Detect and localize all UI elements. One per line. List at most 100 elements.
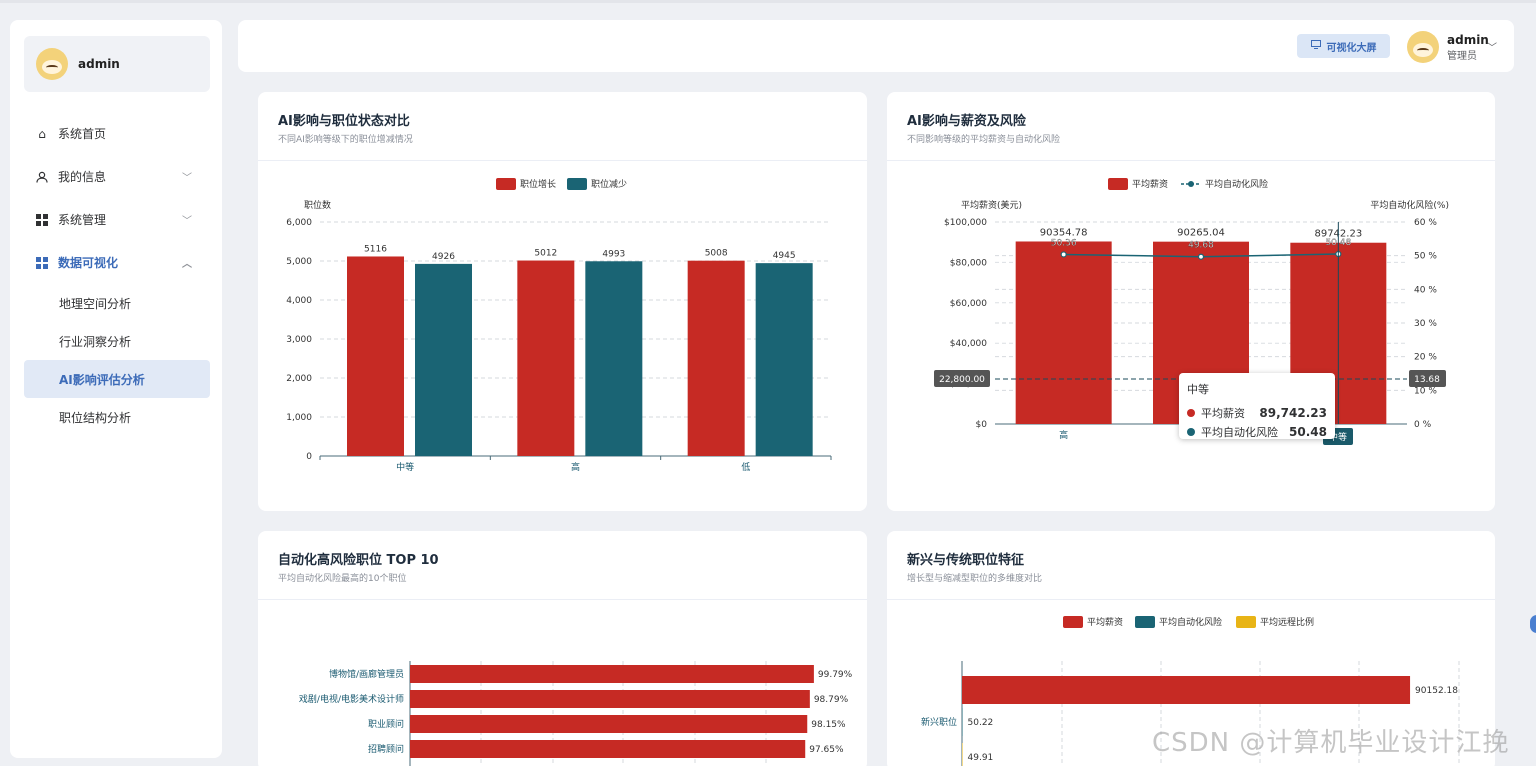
y-tick-label: 戏剧/电视/电影美术设计师 [299,693,404,705]
legend-label: 平均薪资 [1132,178,1168,190]
bar [415,263,472,456]
y-tick-label-right: 10 % [1414,386,1437,396]
y-tick-label: 4,000 [286,296,312,306]
y-tick-label: 博物馆/画廊管理员 [329,668,404,680]
tooltip-value: 50.48 [1289,424,1327,439]
top-header: 可视化大屏 admin 管理员 ﹀ [238,20,1514,72]
data-label: 4945 [773,251,796,261]
chart-tooltip: 中等 平均薪资 89,742.23 平均自动化风险 50.48 [1179,373,1335,439]
y-tick-label-right: 0 % [1414,420,1432,430]
data-label: 4993 [602,249,625,259]
x-tick-label: 低 [741,461,750,473]
chart-card-top10-risk: 自动化高风险职位 TOP 10 平均自动化风险最高的10个职位 博物馆/画廊管理… [258,531,867,766]
y-tick-label: 招聘顾问 [368,743,404,755]
bigscreen-button[interactable]: 可视化大屏 [1297,34,1390,58]
data-label: 5012 [534,249,557,259]
axis-pointer-label: 22,800.00 [939,375,985,385]
sidebar-item-label: 我的信息 [58,170,107,184]
legend-swatch [567,178,587,190]
bar [687,260,745,456]
legend-swatch [1135,616,1155,628]
sidebar-item-label: 系统管理 [58,213,107,227]
sidebar-subitem-geo[interactable]: 地理空间分析 [59,296,132,311]
bar [410,740,806,758]
bar [410,690,810,708]
data-label: 97.65% [809,745,844,755]
data-label: 98.15% [811,720,846,730]
y-tick-label: 3,000 [286,335,312,345]
tooltip-series-name: 平均薪资 [1201,406,1245,420]
float-button[interactable] [1530,615,1536,633]
legend-swatch [496,178,516,190]
y-tick-label: 2,000 [286,374,312,384]
bar [962,676,1411,704]
grid-icon [36,256,48,269]
bar [962,743,963,766]
sidebar-menu: ⌂ 系统首页 我的信息 ﹀ 系统管理 ﹀ 数据可视化 ︿ 地理空间分析 行业洞察… [24,112,210,436]
sidebar-user-card[interactable]: admin [24,36,210,92]
sidebar-item-label: 数据可视化 [58,256,119,270]
line-label: 49.68 [1188,241,1214,251]
y-axis-title-right: 平均自动化风险(%) [1370,199,1449,211]
y-axis-title: 职位数 [304,199,331,211]
chevron-down-icon[interactable]: ﹀ [1487,43,1497,54]
y-tick-label: $100,000 [944,218,987,228]
bigscreen-label: 可视化大屏 [1326,42,1377,54]
data-label: 5116 [364,244,387,254]
data-label: 50.22 [968,718,994,728]
y-tick-label-right: 50 % [1414,252,1437,262]
avatar[interactable] [1407,31,1439,63]
chevron-down-icon: ﹀ [182,173,192,184]
y-tick-label-right: 30 % [1414,319,1437,329]
sidebar: admin ⌂ 系统首页 我的信息 ﹀ 系统管理 ﹀ 数据可视化 ︿ [10,20,222,758]
legend-label: 平均自动化风险 [1159,616,1222,628]
user-icon [36,171,48,183]
tooltip-title: 中等 [1187,383,1209,396]
bar [517,260,575,456]
y-tick-label-right: 40 % [1414,285,1437,295]
chevron-up-icon: ︿ [182,259,192,270]
data-label: 49.91 [968,753,994,763]
sidebar-item-label: 系统首页 [58,127,107,141]
data-label: 90354.78 [1040,227,1088,238]
tooltip-value: 89,742.23 [1259,405,1327,420]
tooltip-row: 平均自动化风险 50.48 [1187,422,1327,441]
header-username: admin [1447,33,1489,47]
monitor-icon [1310,40,1321,52]
tooltip-series-name: 平均自动化风险 [1201,425,1278,439]
series-dot [1187,408,1195,417]
legend-label: 平均薪资 [1087,616,1123,628]
legend-label: 职位增长 [520,178,556,190]
sidebar-item-system[interactable]: 系统管理 ﹀ [24,198,210,241]
sidebar-item-home[interactable]: ⌂ 系统首页 [24,112,210,155]
legend-swatch [1108,178,1128,190]
home-icon: ⌂ [38,126,46,141]
divider [258,160,867,161]
line-label: 50.36 [1051,238,1077,248]
hbar-chart-emerging: 平均薪资 平均自动化风险 平均远程比例 90152.18 50.22 49.91 新兴职位 [921,616,1460,766]
hbar-chart-top10: 博物馆/画廊管理员 99.79% 戏剧/电视/电影美术设计师 98.79% 职业顾问 98… [299,661,853,766]
sidebar-subitem-ai-impact[interactable]: AI影响评估分析 [24,360,210,398]
legend-label: 平均远程比例 [1260,616,1314,628]
sidebar-username: admin [78,57,120,71]
data-label: 4926 [432,252,455,262]
y-tick-label: 职业顾问 [368,718,404,730]
y-tick-label: 1,000 [286,413,312,423]
chevron-down-icon: ﹀ [182,216,192,227]
card-title: 自动化高风险职位 TOP 10 [278,553,439,568]
line-point [1060,251,1067,258]
chart-card-emerging-traditional: 新兴与传统职位特征 增长型与缩减型职位的多维度对比 平均薪资 平均自动化风险 平均远… [887,531,1495,766]
chart-card-salary-risk: AI影响与薪资及风险 不同影响等级的平均薪资与自动化风险 平均薪资 平均自动化风险… [887,92,1495,511]
sidebar-subitem-industry[interactable]: 行业洞察分析 [59,334,132,349]
sidebar-item-data-viz[interactable]: 数据可视化 ︿ [24,241,210,284]
y-tick-label: 6,000 [286,218,312,228]
y-tick-label: $40,000 [950,339,987,349]
bar [962,708,963,736]
sidebar-item-my-info[interactable]: 我的信息 ﹀ [24,155,210,198]
card-subtitle: 增长型与缩减型职位的多维度对比 [907,574,1043,584]
legend-swatch [1063,616,1083,628]
legend-swatch [1236,616,1256,628]
header-role: 管理员 [1447,51,1477,62]
sidebar-subitem-job-structure[interactable]: 职位结构分析 [59,410,132,425]
